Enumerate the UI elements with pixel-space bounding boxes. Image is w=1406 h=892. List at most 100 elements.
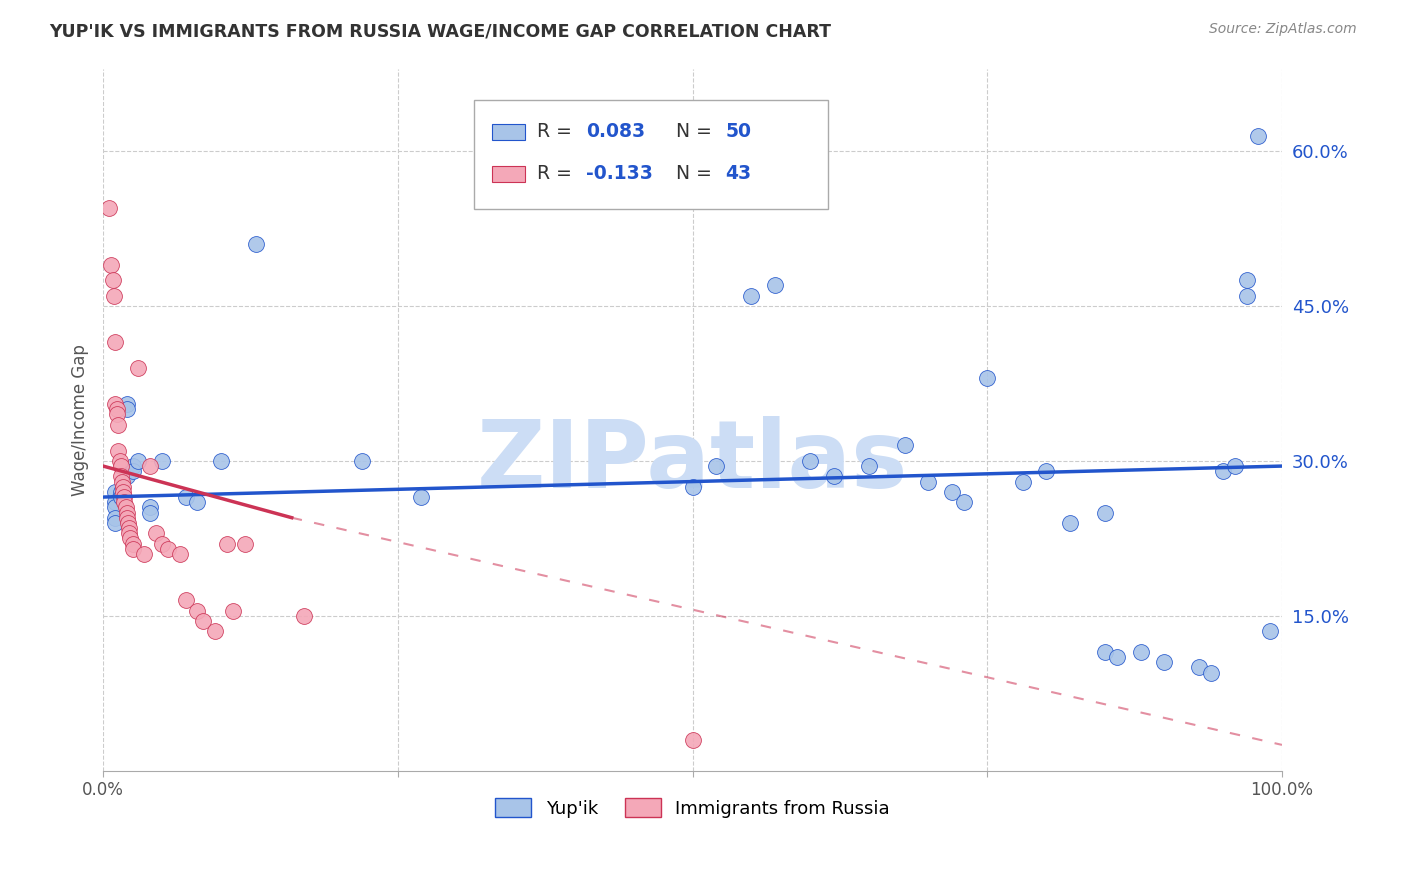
Point	[128, 361, 150, 376]
Point	[682, 732, 704, 747]
Point	[139, 459, 162, 474]
Point	[128, 454, 150, 468]
Point	[1236, 288, 1258, 302]
Text: ZIPatlas: ZIPatlas	[477, 416, 908, 508]
Point	[112, 480, 135, 494]
Point	[156, 541, 179, 556]
Point	[115, 402, 138, 417]
Point	[209, 454, 232, 468]
Point	[411, 490, 433, 504]
Point	[104, 397, 127, 411]
Point	[858, 459, 880, 474]
Point	[245, 237, 267, 252]
Point	[1212, 464, 1234, 478]
Point	[115, 506, 138, 520]
Point	[104, 495, 127, 509]
Point	[169, 547, 191, 561]
Point	[823, 469, 845, 483]
Point	[186, 604, 208, 618]
Point	[150, 536, 173, 550]
Text: R =: R =	[537, 164, 578, 184]
Point	[1105, 650, 1128, 665]
Point	[1199, 665, 1222, 680]
Point	[145, 526, 167, 541]
Y-axis label: Wage/Income Gap: Wage/Income Gap	[72, 343, 89, 496]
Point	[121, 536, 143, 550]
Point	[104, 484, 127, 499]
Point	[704, 459, 727, 474]
Point	[1129, 645, 1152, 659]
Point	[233, 536, 256, 550]
Point	[150, 454, 173, 468]
Point	[112, 490, 135, 504]
Point	[110, 459, 132, 474]
Point	[118, 521, 141, 535]
Point	[121, 541, 143, 556]
Bar	[492, 124, 526, 139]
Point	[108, 454, 131, 468]
FancyBboxPatch shape	[474, 100, 828, 209]
Point	[115, 397, 138, 411]
Point	[215, 536, 238, 550]
Text: N =: N =	[676, 122, 718, 141]
Point	[115, 469, 138, 483]
Point	[110, 469, 132, 483]
Text: -0.133: -0.133	[586, 164, 654, 184]
Point	[139, 506, 162, 520]
Point	[799, 454, 821, 468]
Text: 43: 43	[725, 164, 752, 184]
Point	[105, 408, 128, 422]
Text: 50: 50	[725, 122, 752, 141]
Point	[110, 484, 132, 499]
Point	[740, 288, 762, 302]
Point	[941, 484, 963, 499]
Point	[104, 500, 127, 515]
Point	[1094, 506, 1116, 520]
Legend: Yup'ik, Immigrants from Russia: Yup'ik, Immigrants from Russia	[488, 791, 897, 825]
Point	[1153, 655, 1175, 669]
Point	[105, 402, 128, 417]
Point	[174, 593, 197, 607]
Point	[1059, 516, 1081, 530]
Point	[917, 475, 939, 489]
Point	[107, 443, 129, 458]
Point	[1094, 645, 1116, 659]
Point	[121, 464, 143, 478]
Point	[1011, 475, 1033, 489]
Point	[763, 278, 786, 293]
Point	[222, 604, 245, 618]
Point	[104, 516, 127, 530]
Point	[104, 335, 127, 350]
Point	[101, 273, 124, 287]
Point	[292, 608, 315, 623]
Point	[139, 500, 162, 515]
Point	[98, 201, 121, 215]
Point	[103, 288, 125, 302]
Point	[186, 495, 208, 509]
Point	[1188, 660, 1211, 674]
Point	[104, 510, 127, 524]
Text: Source: ZipAtlas.com: Source: ZipAtlas.com	[1209, 22, 1357, 37]
Point	[110, 490, 132, 504]
Point	[107, 417, 129, 432]
Point	[111, 475, 134, 489]
Point	[682, 480, 704, 494]
Point	[120, 532, 142, 546]
Point	[976, 371, 998, 385]
Bar	[492, 166, 526, 182]
Point	[1035, 464, 1057, 478]
Point	[204, 624, 226, 639]
Point	[115, 510, 138, 524]
Text: R =: R =	[537, 122, 578, 141]
Text: YUP'IK VS IMMIGRANTS FROM RUSSIA WAGE/INCOME GAP CORRELATION CHART: YUP'IK VS IMMIGRANTS FROM RUSSIA WAGE/IN…	[49, 22, 831, 40]
Text: N =: N =	[676, 164, 718, 184]
Point	[100, 258, 122, 272]
Point	[1236, 273, 1258, 287]
Point	[1247, 128, 1270, 143]
Point	[352, 454, 374, 468]
Point	[112, 484, 135, 499]
Point	[174, 490, 197, 504]
Point	[1258, 624, 1281, 639]
Point	[118, 526, 141, 541]
Point	[112, 495, 135, 509]
